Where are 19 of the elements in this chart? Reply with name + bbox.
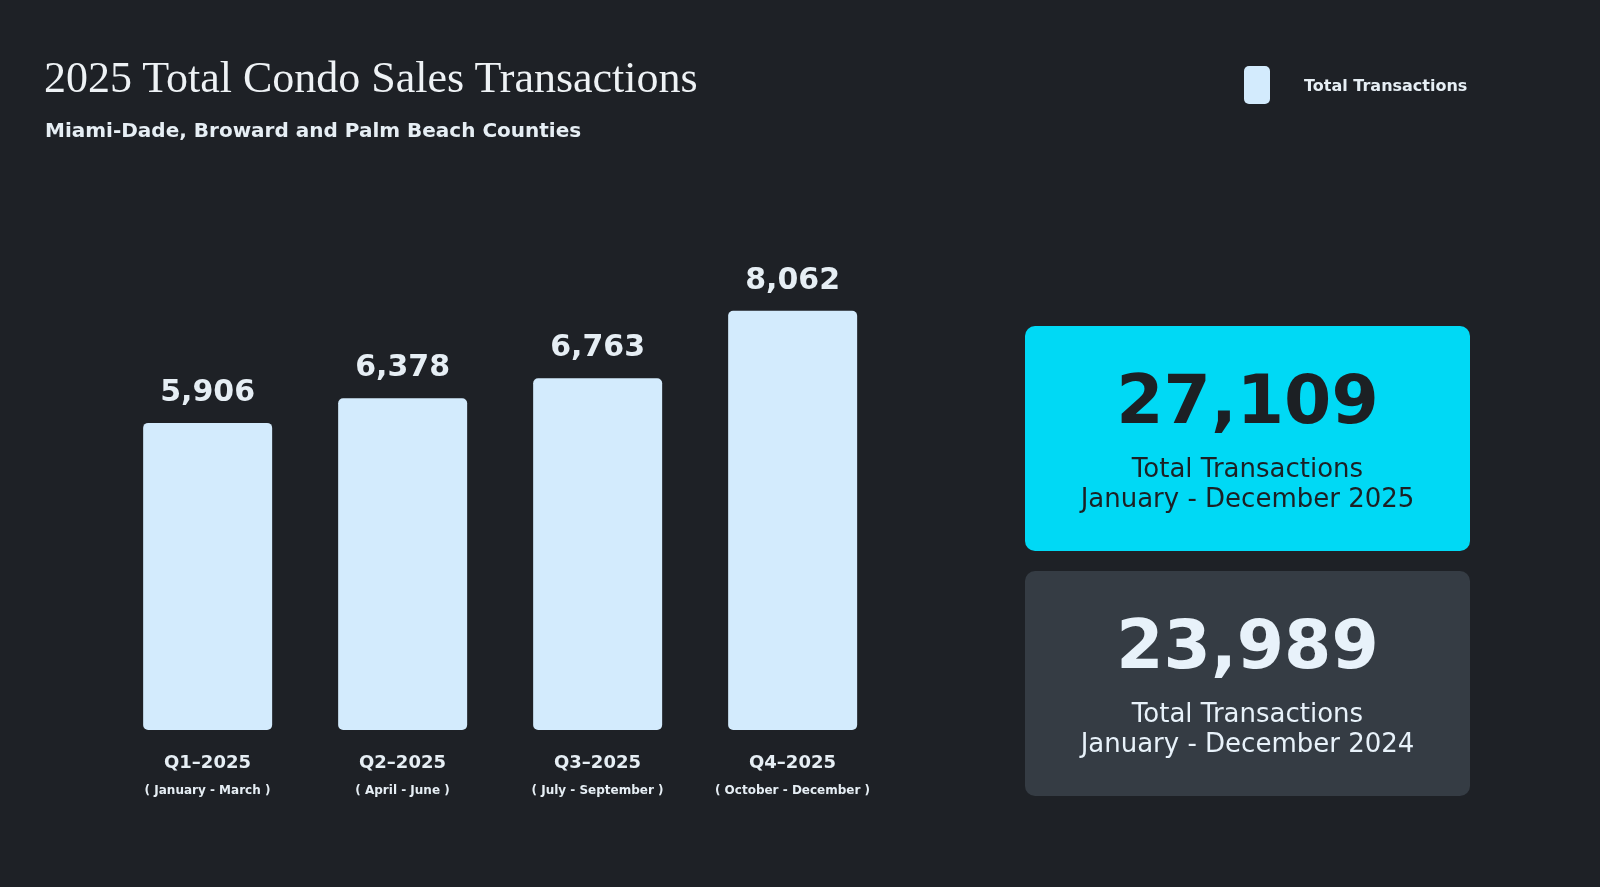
text: Total Transactions January - December 2025 (1080, 453, 1415, 514)
x-tick-label: Q3–2025 ( July - September ) (531, 751, 664, 797)
data-label: 6,378 (355, 348, 451, 384)
chart-title: 2025 Total Condo Sales Transactions (44, 52, 698, 103)
bar (533, 378, 663, 730)
x-tick-label: Q4–2025 ( October - December ) (714, 751, 871, 797)
legend-label: Total Transactions (1304, 75, 1468, 95)
data-label: 6,763 (550, 328, 646, 364)
text: 23,989 (1116, 605, 1379, 685)
text: 27,109 (1116, 360, 1379, 440)
x-tick-label: Q1–2025 ( January - March ) (144, 751, 271, 797)
bar (143, 422, 273, 730)
data-label: 5,906 (160, 372, 256, 408)
chart-subtitle: Miami-Dade, Broward and Palm Beach Counties (45, 118, 582, 142)
text: Total Transactions January - December 2024 (1080, 698, 1415, 759)
x-tick-label: Q2–2025 ( April - June ) (355, 751, 450, 797)
bar (338, 398, 468, 730)
data-label: 8,062 (745, 260, 841, 296)
bar (728, 310, 858, 730)
